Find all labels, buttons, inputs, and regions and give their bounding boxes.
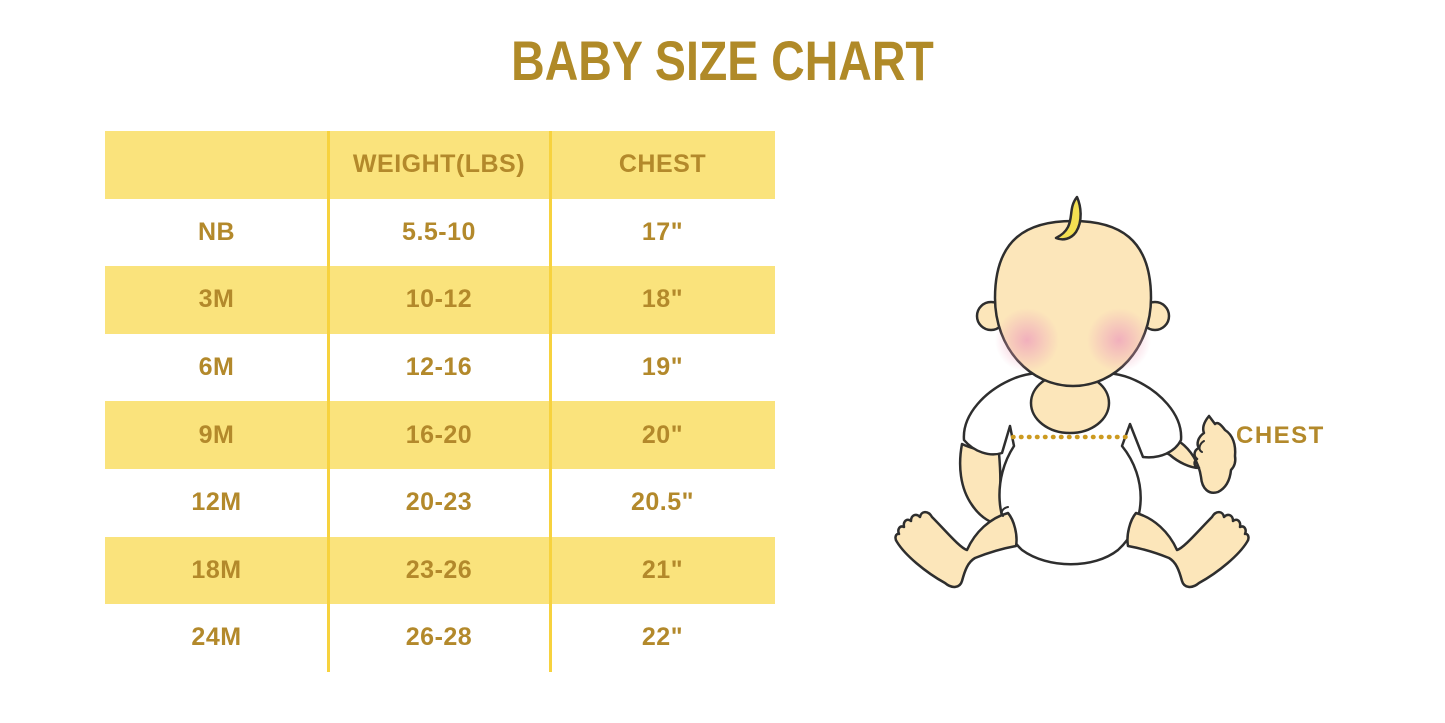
chest-cell: 22" <box>641 623 684 652</box>
header-weight: WEIGHT(LBS) <box>352 150 526 179</box>
right-fist-finger-line <box>1198 440 1205 453</box>
size-cell: 18M <box>191 555 242 584</box>
left-hand-finger-line <box>1000 506 1009 517</box>
weight-cell: 12-16 <box>405 353 473 382</box>
header-size <box>105 131 328 199</box>
baby-right-arm <box>1148 414 1237 494</box>
chest-measurement-label: CHEST <box>1236 422 1325 449</box>
table-header-row: WEIGHT(LBS) CHEST <box>105 131 775 199</box>
baby-right-leg <box>1126 510 1250 589</box>
size-cell: 3M <box>198 285 235 314</box>
table-row: 3M 10-12 18" <box>105 266 775 334</box>
size-cell: 24M <box>191 623 242 652</box>
chest-cell: 19" <box>641 353 684 382</box>
chest-cell: 21" <box>641 555 684 584</box>
chest-cell: 20" <box>641 420 684 449</box>
weight-cell: 23-26 <box>405 555 473 584</box>
column-divider <box>327 131 330 672</box>
size-cell: 12M <box>191 488 242 517</box>
weight-cell: 10-12 <box>405 285 473 314</box>
chest-cell: 18" <box>641 285 684 314</box>
size-cell: 9M <box>198 420 235 449</box>
chest-cell: 17" <box>641 217 684 246</box>
size-cell: 6M <box>198 353 235 382</box>
weight-cell: 5.5-10 <box>402 217 476 246</box>
baby-left-cheek-blush <box>995 308 1059 372</box>
size-cell: NB <box>197 217 236 246</box>
weight-cell: 26-28 <box>405 623 473 652</box>
size-table: WEIGHT(LBS) CHEST NB 5.5-10 17" 3M 10-12… <box>105 131 775 672</box>
baby-left-leg <box>894 510 1018 589</box>
baby-right-cheek-blush <box>1087 308 1151 372</box>
weight-cell: 16-20 <box>405 420 473 449</box>
table-row: NB 5.5-10 17" <box>105 198 775 267</box>
column-divider <box>549 131 552 672</box>
table-row: 12M 20-23 20.5" <box>105 468 775 537</box>
chest-cell: 20.5" <box>630 488 694 517</box>
table-row: 9M 16-20 20" <box>105 401 775 469</box>
table-row: 6M 12-16 19" <box>105 333 775 402</box>
table-row: 24M 26-28 22" <box>105 604 775 672</box>
table-row: 18M 23-26 21" <box>105 536 775 605</box>
baby-hair-curl <box>1054 195 1082 241</box>
page-title: BABY SIZE CHART <box>511 29 934 92</box>
weight-cell: 20-23 <box>405 488 473 517</box>
baby-illustration <box>894 195 1250 589</box>
header-chest: CHEST <box>618 150 707 179</box>
